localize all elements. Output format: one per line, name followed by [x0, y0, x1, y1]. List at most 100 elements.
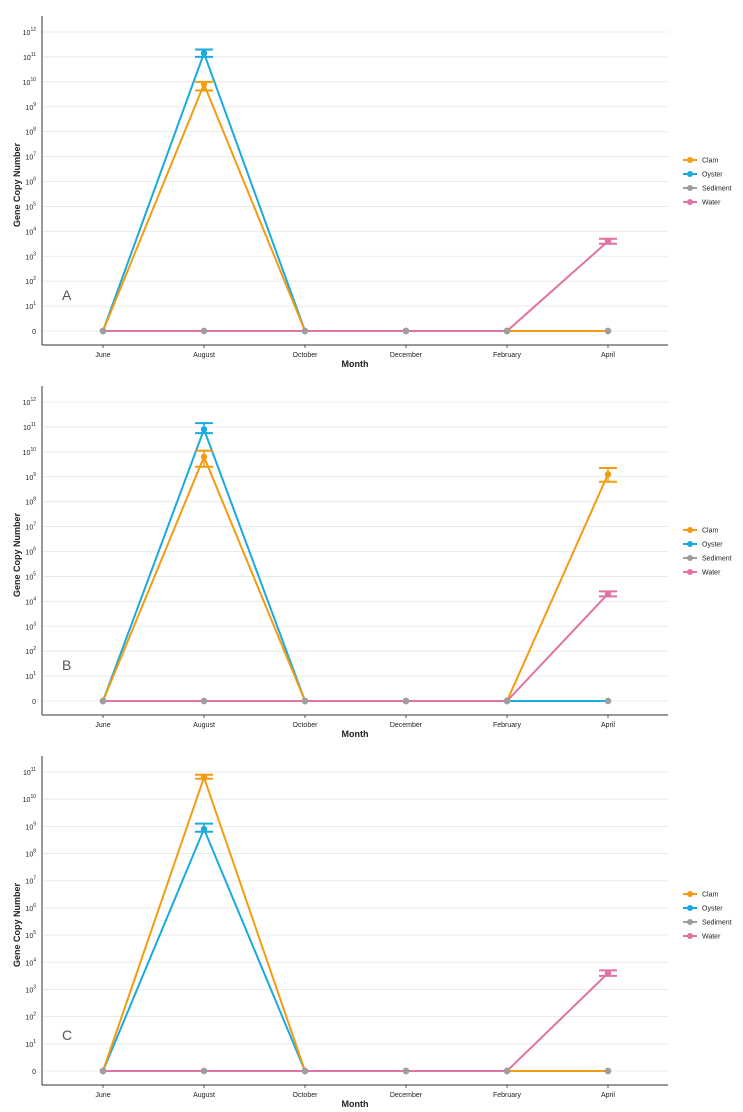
y-tick-label: 106: [25, 177, 36, 187]
y-tick-base: 10: [25, 674, 33, 681]
y-tick-label: 101: [25, 671, 36, 681]
data-point-sediment: [503, 697, 511, 705]
y-tick-label: 107: [25, 522, 36, 532]
y-tick-exponent: 6: [33, 903, 36, 909]
y-tick-label: 107: [25, 876, 36, 886]
data-point-sediment: [604, 327, 612, 335]
y-axis-title: Gene Copy Number: [12, 512, 22, 597]
legend-key-marker: [687, 569, 693, 575]
y-tick-exponent: 10: [30, 794, 36, 800]
legend-label: Water: [702, 200, 721, 207]
x-tick-label: October: [293, 722, 319, 729]
y-tick-exponent: 1: [33, 671, 36, 677]
y-tick-base: 10: [25, 105, 33, 112]
x-tick-label: October: [293, 352, 319, 359]
data-point-clam: [200, 453, 208, 461]
y-tick-exponent: 2: [33, 276, 36, 282]
x-tick-label: February: [493, 722, 522, 729]
y-tick-label: 103: [25, 621, 36, 631]
x-tick-label: August: [193, 722, 215, 729]
legend-key-marker: [687, 157, 693, 163]
y-axis-title: Gene Copy Number: [12, 882, 22, 967]
legend-label: Oyster: [702, 906, 723, 913]
y-tick-exponent: 5: [33, 201, 36, 207]
data-point-sediment: [99, 697, 107, 705]
x-tick-label: August: [193, 1092, 215, 1099]
y-tick-label: 103: [25, 984, 36, 994]
y-tick-base: 10: [23, 80, 31, 87]
y-tick-label: 1011: [23, 52, 36, 62]
data-point-sediment: [402, 327, 410, 335]
data-point-sediment: [200, 1067, 208, 1075]
y-tick-label: 104: [25, 596, 36, 606]
y-tick-base: 10: [25, 879, 33, 886]
chart-svg: 0101102103104105106107108109101010111012…: [12, 16, 732, 369]
y-tick-exponent: 11: [31, 422, 36, 428]
y-tick-label: 105: [25, 930, 36, 940]
data-point-water: [604, 590, 612, 598]
y-tick-base: 10: [25, 906, 33, 913]
legend-label: Water: [702, 570, 721, 577]
series-line-clam: [102, 776, 608, 1072]
y-tick-exponent: 9: [33, 102, 36, 108]
y-tick-base: 10: [25, 254, 33, 261]
y-tick-base: 10: [25, 279, 33, 286]
y-tick-exponent: 6: [33, 177, 36, 183]
x-axis-title: Month: [342, 729, 369, 739]
series-line-water: [103, 593, 609, 702]
y-tick-base: 10: [23, 30, 31, 37]
x-tick-label: October: [293, 1092, 319, 1099]
y-tick-base: 0: [32, 1069, 36, 1076]
panel-label: B: [62, 657, 71, 673]
y-tick-label: 104: [25, 226, 36, 236]
y-tick-exponent: 1: [33, 301, 36, 307]
x-tick-label: April: [601, 722, 615, 729]
y-tick-exponent: 4: [33, 596, 36, 602]
chart-panel-b: 0 101 102 103 104 105 106 107 108 109 1010 1011 1012…: [0, 370, 743, 740]
legend-key-marker: [687, 919, 693, 925]
y-tick-label: 1011: [23, 422, 36, 432]
x-tick-label: April: [601, 352, 615, 359]
y-tick-base: 10: [25, 229, 33, 236]
y-tick-base: 0: [32, 699, 36, 706]
series-line-water: [103, 240, 609, 332]
data-point-oyster: [200, 49, 208, 57]
legend-key-marker: [687, 171, 693, 177]
chart-svg: 0101102103104105106107108109101010111012…: [12, 386, 732, 739]
y-tick-exponent: 9: [33, 472, 36, 478]
y-tick-exponent: 7: [33, 876, 36, 882]
y-tick-base: 10: [25, 960, 33, 967]
y-tick-exponent: 7: [33, 152, 36, 158]
legend-key-marker: [687, 199, 693, 205]
y-tick-base: 10: [25, 130, 33, 137]
y-tick-base: 10: [23, 450, 31, 457]
x-tick-label: April: [601, 1092, 615, 1099]
series-line-oyster: [102, 828, 608, 1072]
y-tick-base: 10: [25, 1015, 33, 1022]
y-tick-base: 10: [25, 933, 33, 940]
y-tick-base: 10: [25, 155, 33, 162]
x-tick-label: February: [493, 352, 522, 359]
x-tick-label: December: [390, 352, 423, 359]
y-tick-label: 0: [32, 1069, 36, 1076]
data-point-sediment: [301, 1067, 309, 1075]
data-point-water: [604, 238, 612, 245]
legend-key-marker: [687, 933, 693, 939]
x-axis-title: Month: [342, 359, 369, 369]
y-tick-base: 10: [25, 599, 33, 606]
y-tick-exponent: 3: [33, 984, 36, 990]
y-tick-exponent: 9: [33, 821, 36, 827]
data-point-oyster: [200, 825, 208, 833]
y-tick-base: 10: [25, 180, 33, 187]
legend-key-marker: [687, 541, 693, 547]
data-point-sediment: [604, 697, 612, 705]
y-tick-exponent: 10: [30, 447, 36, 453]
y-tick-base: 10: [25, 852, 33, 859]
data-point-sediment: [503, 327, 511, 335]
legend-label: Clam: [702, 528, 719, 535]
y-tick-exponent: 4: [33, 957, 36, 963]
y-tick-exponent: 8: [33, 497, 36, 503]
y-tick-exponent: 4: [33, 226, 36, 232]
y-tick-base: 10: [25, 574, 33, 581]
